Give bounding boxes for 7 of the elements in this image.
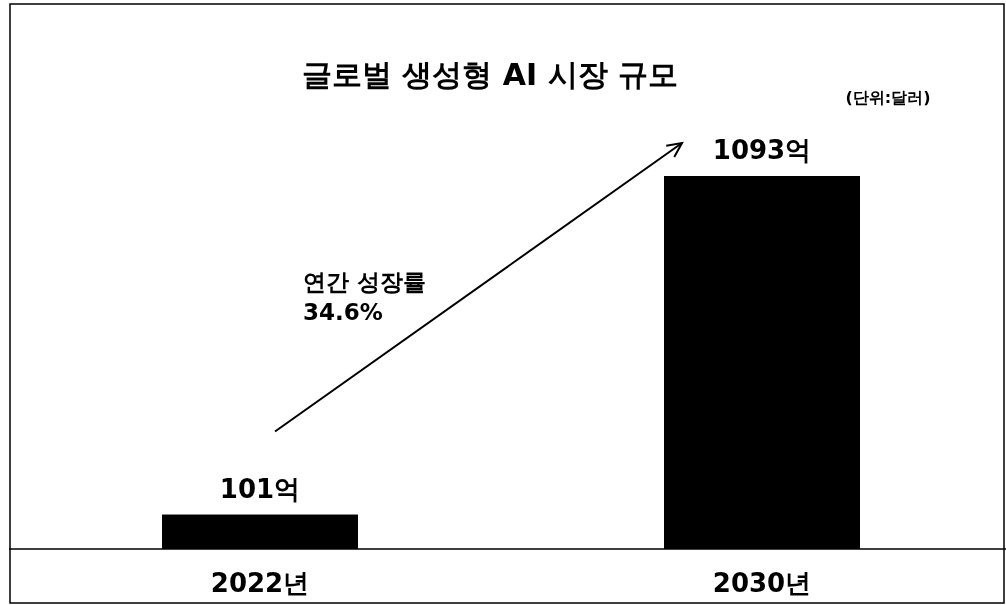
data-label: 101억 <box>219 473 301 504</box>
x-tick-label: 2022년 <box>210 568 310 598</box>
x-tick-label: 2030년 <box>712 568 812 598</box>
data-label: 1093억 <box>712 135 812 165</box>
text: (단위:달러) <box>845 88 931 107</box>
chart-title: 글로벌 생성형 AI 시장 규모 <box>301 57 679 92</box>
annotation: 연간 성장률 34.6% <box>303 269 427 325</box>
